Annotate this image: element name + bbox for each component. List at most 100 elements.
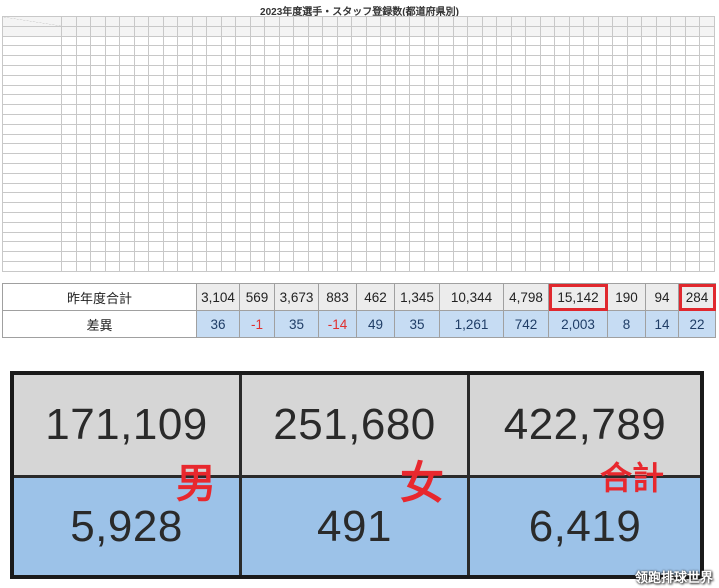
table-cell (293, 123, 309, 135)
table-cell (61, 84, 77, 96)
table-cell (104, 64, 120, 76)
table-cell (438, 64, 454, 76)
table-cell (496, 241, 512, 253)
table-cell (612, 202, 628, 213)
table-cell (293, 64, 309, 76)
table-cell (322, 231, 338, 243)
table-cell (380, 16, 396, 27)
table-cell (380, 143, 396, 155)
table-cell (641, 153, 657, 164)
table-cell (133, 104, 149, 115)
table-cell (278, 162, 294, 174)
table-cell (90, 153, 106, 164)
table-cell (133, 16, 149, 27)
table-cell (365, 162, 381, 174)
table-cell (206, 260, 222, 273)
table-cell (684, 182, 700, 194)
total-label: 合計 (600, 460, 665, 496)
table-cell (220, 84, 236, 96)
table-cell (90, 35, 106, 47)
table-cell (394, 25, 410, 37)
table-cell (220, 113, 236, 125)
table-cell (510, 231, 526, 243)
table-cell (655, 35, 671, 47)
table-cell (351, 211, 367, 223)
table-cell (670, 192, 686, 204)
table-cell (220, 55, 236, 66)
table-cell (148, 231, 164, 243)
table-cell (409, 133, 425, 145)
table-cell (365, 260, 381, 273)
table-cell (133, 260, 149, 273)
table-cell (612, 162, 628, 174)
prev-value: 883 (318, 283, 357, 311)
table-cell (641, 202, 657, 213)
table-cell (119, 113, 135, 125)
table-cell (307, 104, 323, 115)
table-cell (510, 221, 526, 233)
table-cell (177, 182, 193, 194)
table-cell (104, 182, 120, 194)
table-cell (235, 182, 251, 194)
table-cell (119, 104, 135, 115)
prev-value: 4,798 (503, 283, 549, 311)
table-cell (496, 123, 512, 135)
table-cell (496, 153, 512, 164)
table-cell (641, 211, 657, 223)
row-label-cell (2, 123, 62, 135)
table-cell (293, 202, 309, 213)
table-cell (481, 74, 497, 86)
table-cell (670, 45, 686, 57)
row-label-cell (2, 84, 62, 96)
table-cell (133, 35, 149, 47)
table-cell (264, 182, 280, 194)
table-cell (293, 211, 309, 223)
table-cell (177, 153, 193, 164)
row-label-cell (2, 192, 62, 204)
table-cell (438, 172, 454, 184)
table-cell (322, 133, 338, 145)
table-cell (380, 35, 396, 47)
table-cell (539, 153, 555, 164)
table-cell (568, 172, 584, 184)
table-cell (670, 55, 686, 66)
table-cell (612, 55, 628, 66)
table-cell (539, 172, 555, 184)
table-cell (162, 133, 178, 145)
table-cell (655, 182, 671, 194)
table-cell (191, 16, 207, 27)
table-cell (380, 45, 396, 57)
table-cell (597, 113, 613, 125)
table-cell (293, 94, 309, 106)
table-cell (539, 123, 555, 135)
table-cell (220, 143, 236, 155)
diff-value: 35 (394, 310, 440, 338)
table-cell (293, 251, 309, 262)
table-cell (191, 251, 207, 262)
table-cell (365, 221, 381, 233)
table-cell (525, 172, 541, 184)
table-cell (452, 260, 468, 273)
table-cell (568, 123, 584, 135)
table-cell (510, 64, 526, 76)
table-cell (583, 211, 599, 223)
table-cell (119, 123, 135, 135)
difference-label: 差異 (2, 310, 197, 338)
table-cell (670, 260, 686, 273)
table-cell (90, 133, 106, 145)
table-cell (539, 35, 555, 47)
table-cell (90, 221, 106, 233)
table-cell (452, 45, 468, 57)
table-cell (380, 162, 396, 174)
table-cell (119, 182, 135, 194)
table-cell (481, 241, 497, 253)
diff-value: 1,261 (439, 310, 504, 338)
table-cell (235, 260, 251, 273)
table-cell (525, 211, 541, 223)
table-cell (612, 241, 628, 253)
table-cell (481, 84, 497, 96)
registration-table (2, 16, 715, 273)
table-cell (278, 231, 294, 243)
table-cell (699, 260, 715, 273)
row-label-cell (2, 133, 62, 145)
